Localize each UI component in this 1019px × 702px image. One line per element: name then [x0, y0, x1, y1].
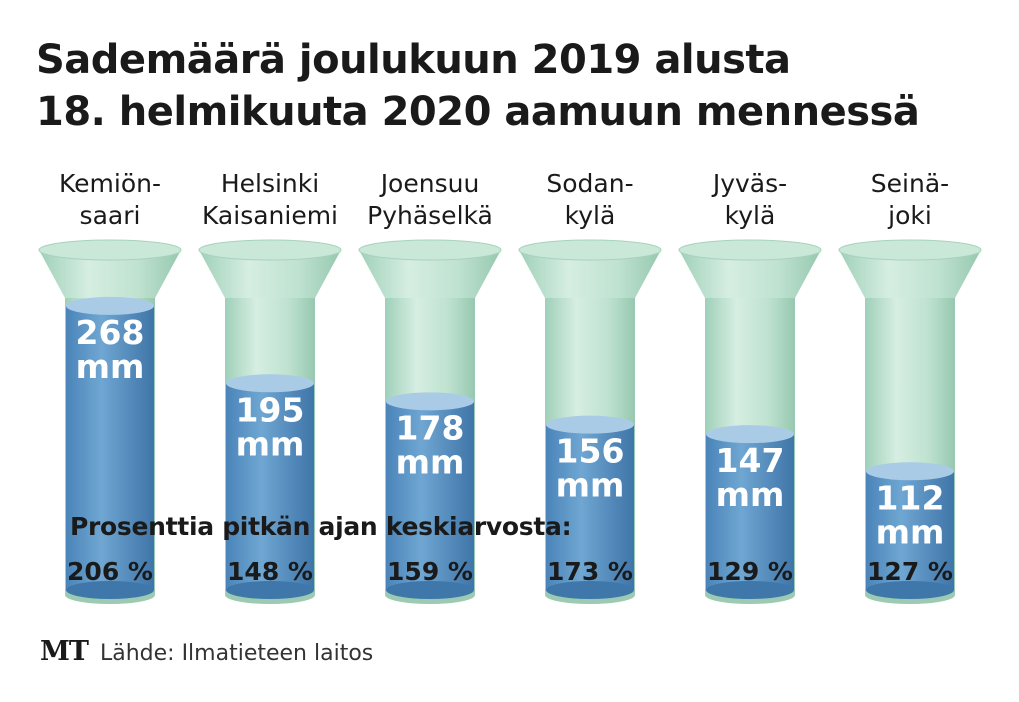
value-label: 195 — [236, 390, 305, 429]
station-label: Pyhäselkä — [367, 201, 493, 230]
water-base — [66, 581, 154, 599]
water-bar — [866, 471, 954, 590]
percent-label: 173 % — [547, 557, 633, 586]
water-base — [546, 581, 634, 599]
gauge-funnel — [199, 250, 341, 298]
gauge-funnel — [519, 250, 661, 298]
water-bar — [386, 401, 474, 590]
source-note: Lähde: Ilmatieteen laitos — [99, 641, 374, 666]
station-label: joki — [887, 201, 932, 230]
water-base — [386, 581, 474, 599]
chart-title-line-2: 18. helmikuuta 2020 aamuun mennessä — [36, 89, 920, 135]
water-base — [706, 581, 794, 599]
chart-title-line-1: Sademäärä joulukuun 2019 alusta — [36, 37, 791, 83]
gauge-funnel — [839, 250, 981, 298]
station-label: Kemiön- — [59, 169, 161, 198]
station-label: kylä — [565, 201, 616, 230]
water-bar — [66, 305, 154, 590]
value-label: 178 — [396, 408, 465, 447]
percent-label: 127 % — [867, 557, 953, 586]
water-surface — [706, 425, 794, 444]
station-label: saari — [80, 201, 141, 230]
value-label: 156 — [556, 432, 625, 471]
water-bar — [706, 434, 794, 590]
percent-label: 206 % — [67, 557, 153, 586]
station-label: Sodan- — [546, 169, 633, 198]
percent-label: 129 % — [707, 557, 793, 586]
station-label: Seinä- — [871, 169, 949, 198]
station-label: kylä — [725, 201, 776, 230]
mt-logo: MT — [40, 636, 89, 667]
water-bar — [546, 424, 634, 590]
value-unit-label: mm — [236, 424, 305, 463]
percent-label: 159 % — [387, 557, 473, 586]
station-label: Jyväs- — [711, 169, 787, 198]
gauge-funnel-rim — [358, 239, 502, 261]
water-surface — [546, 415, 634, 434]
gauge-funnel-rim — [38, 239, 182, 261]
water-surface — [66, 296, 154, 315]
value-unit-label: mm — [396, 442, 465, 481]
water-base — [226, 581, 314, 599]
gauge-funnel — [39, 250, 181, 298]
gauge-funnel-rim — [838, 239, 982, 261]
percent-caption: Prosenttia pitkän ajan keskiarvosta: — [70, 512, 572, 541]
value-unit-label: mm — [876, 512, 945, 551]
footer: MT Lähde: Ilmatieteen laitos — [40, 636, 373, 667]
value-label: 147 — [716, 441, 785, 480]
value-unit-label: mm — [716, 475, 785, 514]
station-label: Kaisaniemi — [202, 201, 338, 230]
gauge-funnel-rim — [678, 239, 822, 261]
value-label: 268 — [76, 313, 145, 352]
water-surface — [386, 392, 474, 411]
station-label: Helsinki — [221, 169, 319, 198]
gauge-funnel-rim — [198, 239, 342, 261]
station-label: Joensuu — [379, 169, 480, 198]
value-unit-label: mm — [556, 466, 625, 505]
chart-title: Sademäärä joulukuun 2019 alusta 18. helm… — [36, 34, 920, 138]
value-label: 112 — [876, 478, 945, 517]
water-base — [866, 581, 954, 599]
gauge-funnel — [679, 250, 821, 298]
gauge-funnel-rim — [518, 239, 662, 261]
percent-label: 148 % — [227, 557, 313, 586]
gauge-funnel — [359, 250, 501, 298]
value-unit-label: mm — [76, 347, 145, 386]
water-surface — [226, 374, 314, 393]
water-surface — [866, 462, 954, 481]
water-bar — [226, 383, 314, 590]
